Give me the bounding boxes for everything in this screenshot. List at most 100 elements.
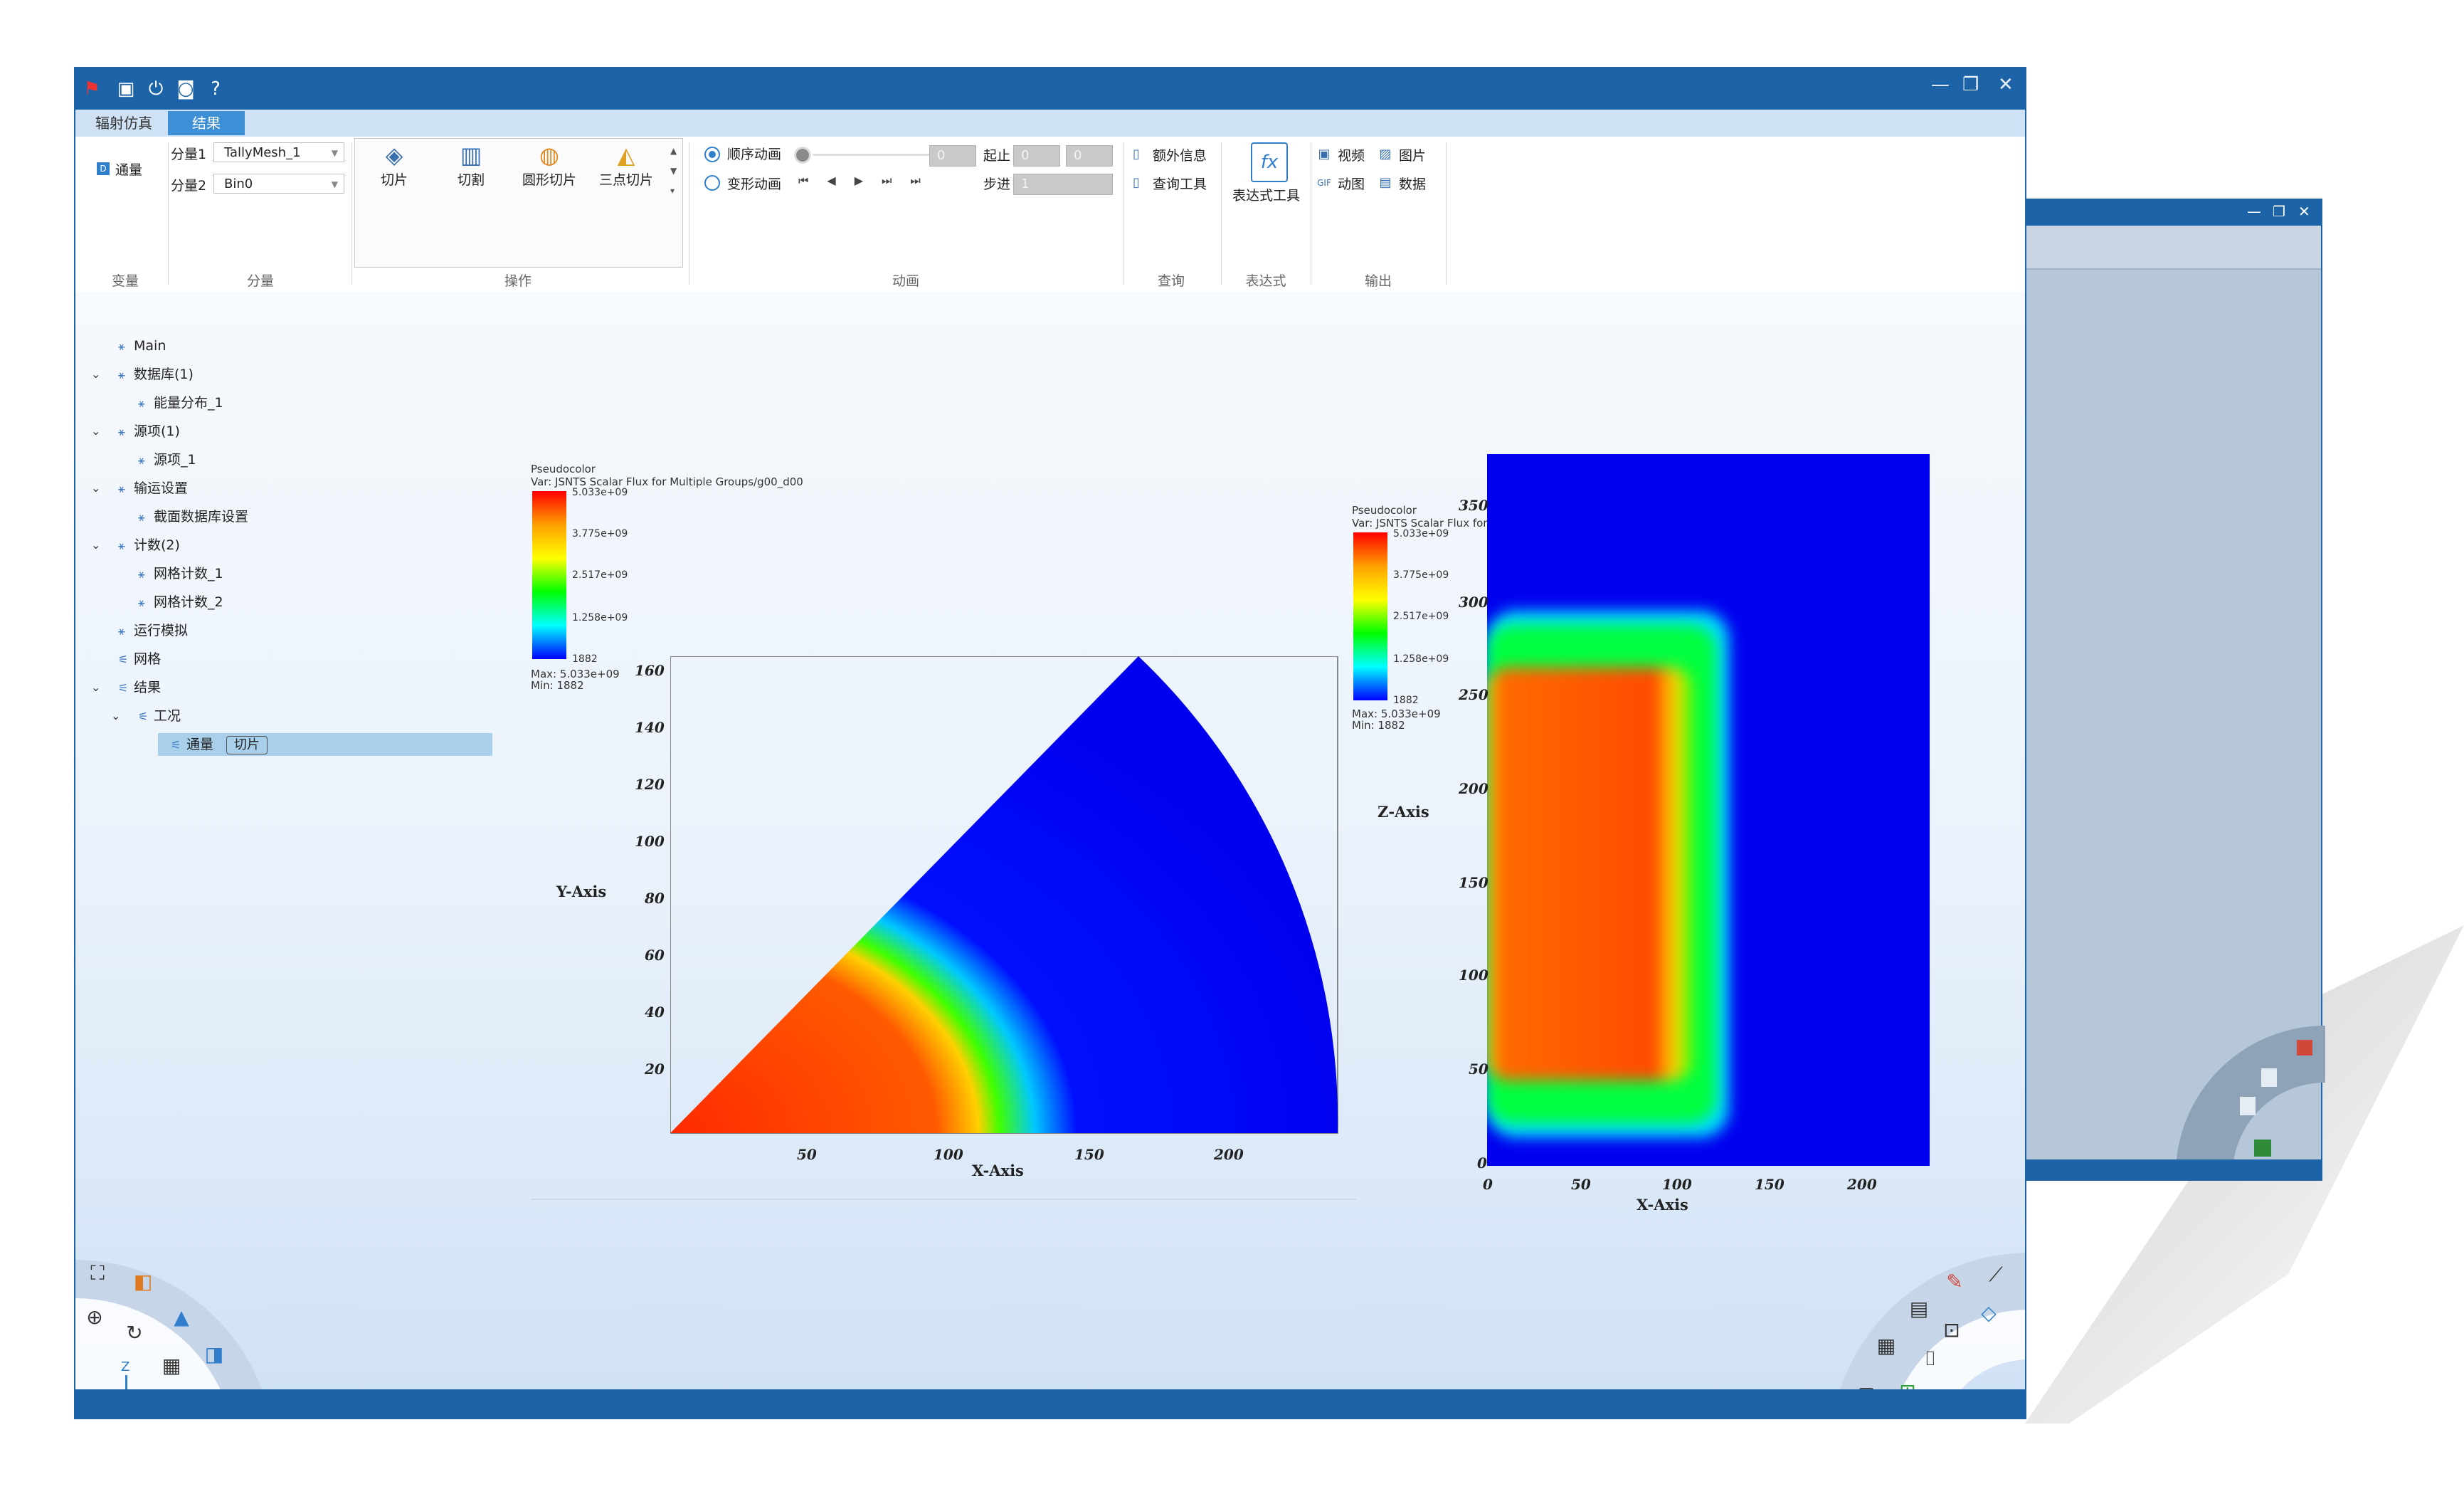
page-icon[interactable]	[2261, 1068, 2277, 1087]
tree-item-source-1[interactable]: ⚹ 源项_1	[138, 448, 196, 471]
tree-item-mesh-tally-2[interactable]: ⚹ 网格计数_2	[138, 591, 223, 614]
cube-icon[interactable]: ◧	[133, 1270, 153, 1293]
y-tick: 100	[635, 833, 665, 850]
tree-item-transport-settings[interactable]: ⚹ 输运设置	[118, 477, 188, 500]
animation-frame-field[interactable]: 0	[929, 145, 976, 167]
chevron-down-icon[interactable]: ⌄	[91, 680, 101, 694]
tree-item-database[interactable]: ⚹ 数据库(1)	[118, 363, 194, 386]
grid-sheet-icon[interactable]: ▦	[1876, 1334, 1896, 1357]
variable-flux[interactable]: 通量	[115, 162, 143, 178]
rotate-icon[interactable]: ↻	[126, 1321, 143, 1345]
zoom-in-icon[interactable]: ⊕	[86, 1305, 103, 1329]
crop-icon[interactable]: ⌷	[1924, 1347, 1937, 1370]
x-tick: 50	[1571, 1176, 1591, 1193]
query-tool-icon: ▯	[1133, 175, 1140, 190]
view-tools-fan	[75, 1260, 270, 1418]
tree-item-flux[interactable]: ⚟ 通量 切片	[158, 733, 492, 756]
tree-item-cross-section-db[interactable]: ⚹ 截面数据库设置	[138, 505, 248, 528]
three-point-slice-button[interactable]: ◭ 三点切片	[591, 141, 662, 189]
eraser-icon[interactable]: ◇	[1981, 1301, 1997, 1325]
circle-slice-button[interactable]: ◍ 圆形切片	[514, 141, 585, 189]
image-button[interactable]: 图片	[1399, 148, 1427, 164]
morph-animation-radio[interactable]	[704, 175, 720, 191]
animation-slider-track[interactable]	[813, 154, 941, 156]
node-icon: ⚹	[118, 624, 125, 638]
chevron-down-icon[interactable]: ⌄	[91, 481, 101, 495]
legend-tick: 3.775e+09	[572, 528, 628, 540]
three-point-slice-icon: ◭	[617, 142, 635, 169]
view-front-icon[interactable]: ▲	[174, 1305, 189, 1329]
cut-button[interactable]: ▥ 切割	[435, 141, 507, 189]
animation-slider-handle[interactable]	[794, 147, 811, 164]
operation-scroll[interactable]: ▲ ▼ ▾	[670, 146, 677, 196]
group-label-component: 分量	[246, 273, 274, 289]
variable-icon: D	[97, 162, 110, 175]
layout-icon[interactable]: ▦	[162, 1354, 181, 1377]
tab-radiation-simulation[interactable]: 辐射仿真	[95, 115, 152, 132]
slice-tag: 切片	[226, 736, 268, 754]
tree-item-source[interactable]: ⚹ 源项(1)	[118, 420, 180, 443]
page-icon[interactable]	[2240, 1097, 2256, 1115]
view-cube-icon[interactable]: ◨	[204, 1342, 224, 1366]
pin-icon[interactable]: ✎	[1946, 1270, 1963, 1293]
tree-item-energy-distribution[interactable]: ⚹ 能量分布_1	[138, 391, 223, 414]
minimize-icon[interactable]: —	[1931, 74, 1950, 95]
extra-info-button[interactable]: 额外信息	[1153, 148, 1207, 164]
start-field[interactable]: 0	[1013, 145, 1060, 167]
tree-item-mesh[interactable]: ⚟ 网格	[118, 648, 161, 670]
camera-icon[interactable]: ◙	[176, 78, 195, 100]
document-icon[interactable]: ▤	[1909, 1297, 1929, 1320]
slice-button-label: 切片	[380, 172, 408, 188]
tree-item-tally[interactable]: ⚹ 计数(2)	[118, 534, 180, 557]
component2-select[interactable]: Bin0	[213, 174, 344, 194]
tab-results[interactable]: 结果	[168, 111, 245, 135]
xz-slice-plot-area[interactable]	[1487, 454, 1930, 1166]
expression-tool-button[interactable]: 表达式工具	[1232, 188, 1301, 204]
tree-item-mesh-tally-1[interactable]: ⚹ 网格计数_1	[138, 562, 223, 585]
query-tool-button[interactable]: 查询工具	[1153, 177, 1207, 192]
background-fan-toolbar	[2176, 1025, 2325, 1168]
animated-image-button[interactable]: 动图	[1338, 177, 1365, 192]
video-button[interactable]: 视频	[1338, 148, 1365, 164]
zoom-region-icon[interactable]: ⊡	[1943, 1318, 1960, 1342]
close-icon[interactable]: ✕	[2298, 203, 2310, 220]
tree-item-label: Main	[134, 338, 166, 354]
model-tree: ⚹ Main ⌄ ⚹ 数据库(1) ⚹ 能量分布_1 ⌄ ⚹ 源项(1) ⚹ 源项_1 ⌄…	[90, 335, 559, 756]
tree-item-results[interactable]: ⚟ 结果	[118, 676, 161, 699]
close-icon[interactable]: ✕	[1998, 74, 2014, 95]
fit-view-icon[interactable]: ⛶	[90, 1261, 105, 1285]
step-field[interactable]: 1	[1013, 174, 1113, 195]
sequential-animation-radio[interactable]	[704, 147, 720, 162]
x-tick: 150	[1074, 1146, 1104, 1163]
chevron-down-icon[interactable]: ⌄	[91, 424, 101, 438]
circle-slice-button-label: 圆形切片	[522, 172, 576, 188]
xy-slice-plot-area[interactable]	[670, 656, 1339, 1135]
x-tick: 100	[1662, 1176, 1692, 1193]
power-icon[interactable]: ⏻	[148, 78, 164, 100]
save-icon[interactable]: ▣	[117, 78, 135, 100]
end-field[interactable]: 0	[1066, 145, 1113, 167]
component1-select[interactable]: TallyMesh_1	[213, 142, 344, 163]
pin-icon[interactable]	[2297, 1040, 2312, 1056]
chevron-down-icon[interactable]: ⌄	[91, 538, 101, 552]
playback-controls[interactable]: ⏮◀▶⏭⏭	[798, 174, 939, 187]
chart-line-icon[interactable]: ⟋	[1989, 1263, 2003, 1286]
restore-icon[interactable]: ❐	[1962, 74, 1979, 95]
restore-icon[interactable]: ❐	[2273, 203, 2285, 220]
node-icon: ⚹	[118, 340, 125, 353]
title-bar: ⚑ ▣ ⏻ ◙ ? — ❐ ✕	[75, 68, 2025, 110]
tree-item-case[interactable]: ⚟ 工况	[138, 705, 181, 727]
expression-icon: fx	[1251, 142, 1288, 182]
y-axis-title: Y-Axis	[556, 883, 607, 900]
chevron-down-icon[interactable]: ⌄	[91, 367, 101, 381]
tree-item-run-simulation[interactable]: ⚹ 运行模拟	[118, 619, 188, 642]
help-icon[interactable]: ?	[211, 78, 221, 100]
tools-icon[interactable]	[2254, 1140, 2271, 1157]
z-tick: 200	[1459, 780, 1489, 797]
slice-button[interactable]: ◈ 切片	[359, 141, 430, 189]
tree-item-main[interactable]: ⚹ Main	[118, 335, 166, 357]
chevron-down-icon[interactable]: ⌄	[111, 709, 121, 722]
data-button[interactable]: 数据	[1399, 177, 1427, 192]
app-logo-icon[interactable]: ⚑	[83, 78, 100, 100]
minimize-icon[interactable]: —	[2247, 203, 2261, 220]
